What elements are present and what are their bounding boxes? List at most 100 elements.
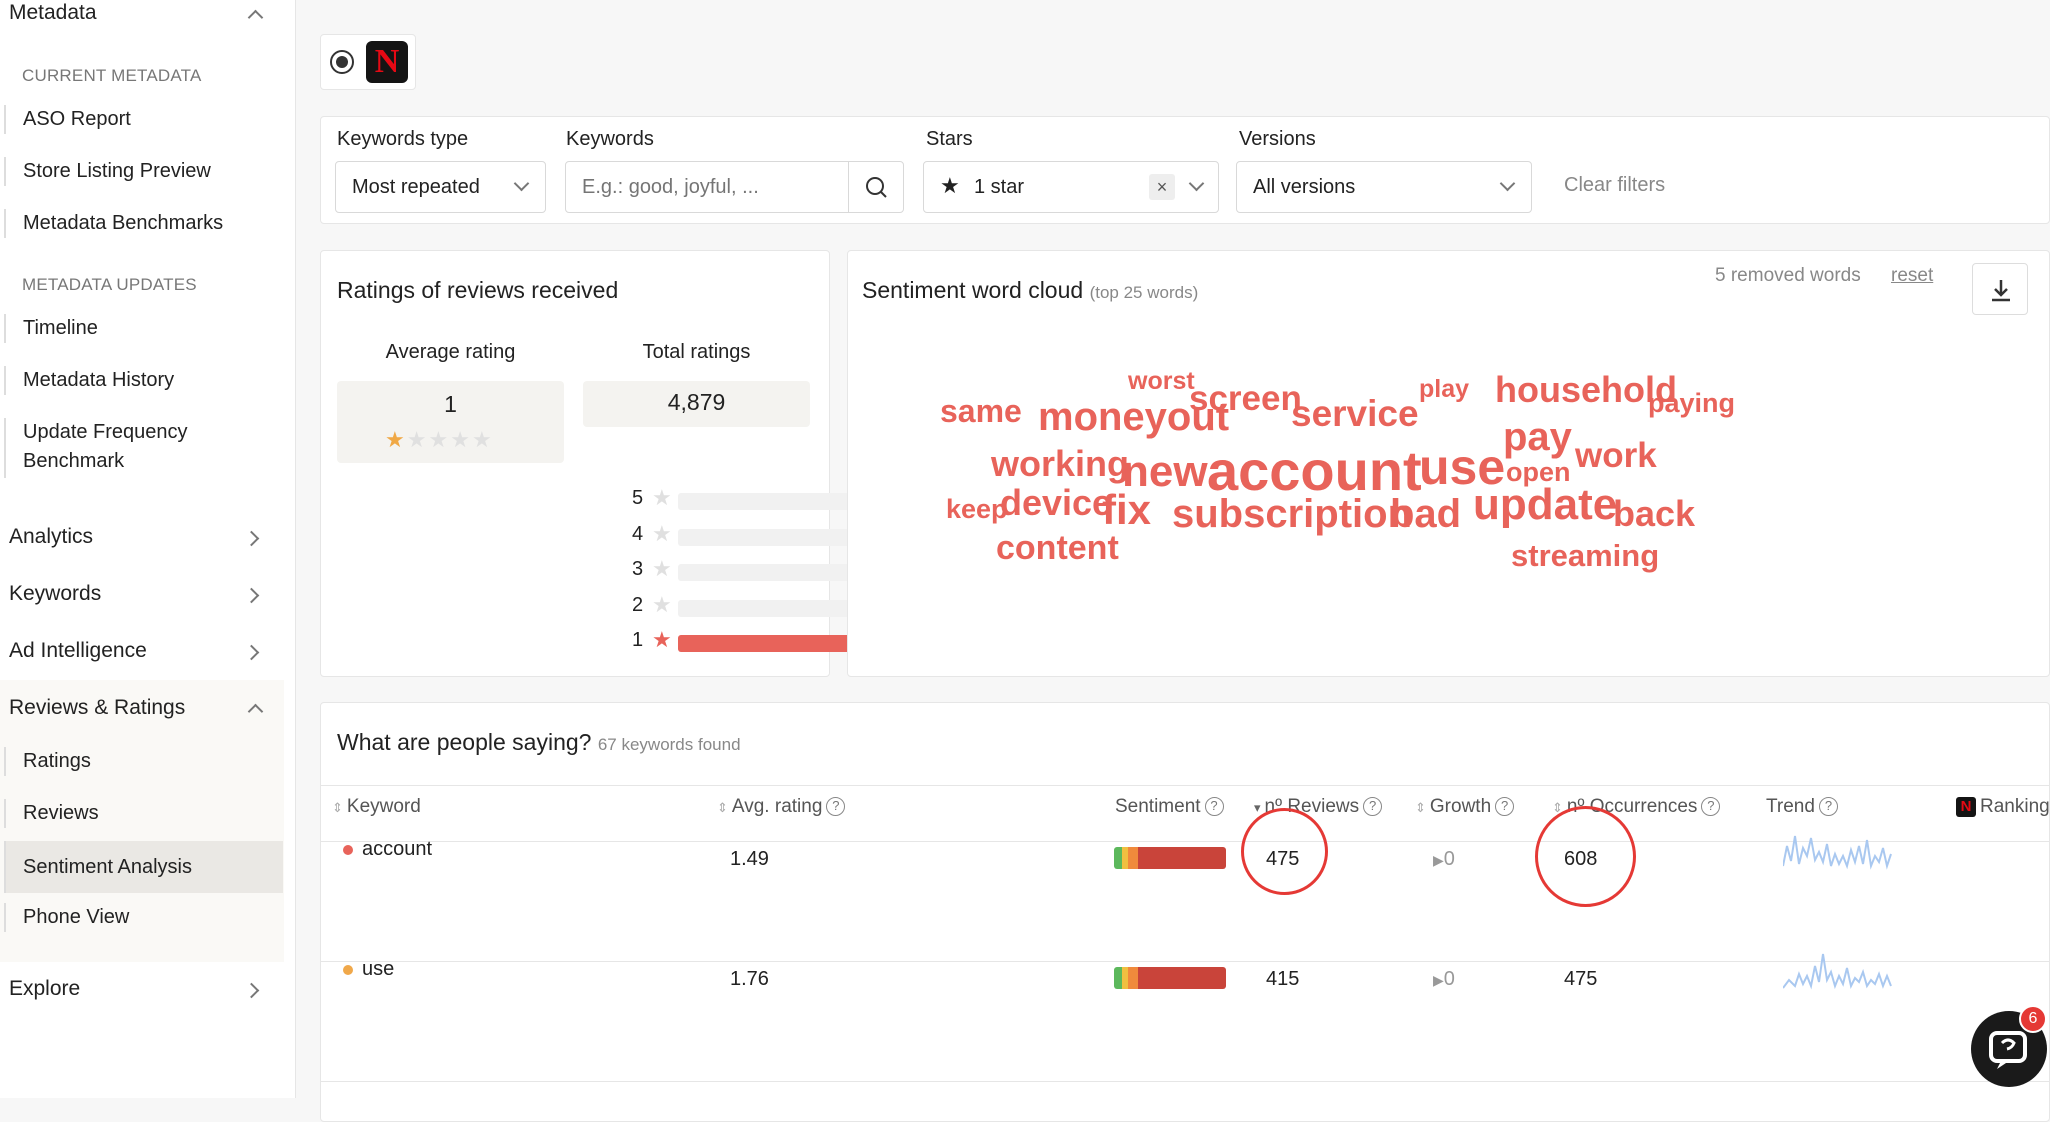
total-ratings-label: Total ratings (642, 341, 751, 363)
ratings-title: Ratings of reviews received (337, 277, 619, 303)
reset-link[interactable]: reset (1891, 265, 1934, 286)
sidebar-item-ratings[interactable]: Ratings (4, 747, 283, 776)
search-button[interactable] (848, 162, 904, 212)
word-moneyout[interactable]: moneyout (1038, 395, 1230, 439)
avg-rating-label: Average rating (385, 341, 516, 363)
help-icon[interactable]: ? (1363, 797, 1383, 817)
keyword-cell[interactable]: use (343, 958, 394, 981)
col-keyword-label: Keyword (346, 796, 421, 817)
col-growth[interactable]: ⇕ Growth? (1415, 796, 1515, 818)
keywords-search (565, 161, 904, 213)
stars-label: Stars (926, 128, 973, 150)
reviews-cell: 415 (1266, 968, 1300, 990)
chevron-right-icon[interactable] (243, 587, 260, 604)
keywords-label: Keywords (566, 128, 654, 150)
chevron-down-icon (1188, 175, 1205, 192)
nav-explore[interactable]: Explore (9, 977, 81, 1000)
main-content: N Keywords type Most repeated Keywords S… (296, 0, 2050, 1122)
sidebar-item-metadata-benchmarks[interactable]: Metadata Benchmarks (4, 209, 283, 238)
word-new[interactable]: new (1122, 447, 1208, 496)
help-icon[interactable]: ? (1818, 797, 1838, 817)
clear-filters-link[interactable]: Clear filters (1564, 174, 1666, 196)
help-icon[interactable]: ? (1495, 797, 1515, 817)
word-bad[interactable]: bad (1390, 492, 1462, 536)
col-ranking-label: Ranking (1980, 796, 2050, 817)
word-play[interactable]: play (1419, 375, 1470, 403)
word-back[interactable]: back (1613, 493, 1696, 534)
word-paying[interactable]: paying (1648, 388, 1736, 418)
total-ratings-box: 4,879 (583, 381, 810, 427)
sidebar-item-aso-report[interactable]: ASO Report (4, 105, 283, 134)
sidebar-item-update-frequency[interactable]: Update Frequency Benchmark (4, 418, 283, 478)
word-screen[interactable]: screen (1189, 379, 1302, 418)
word-device[interactable]: device (1000, 482, 1113, 523)
word-work[interactable]: work (1575, 436, 1657, 475)
nav-metadata[interactable]: Metadata (9, 1, 97, 24)
help-icon[interactable]: ? (826, 797, 846, 817)
keyword-cell[interactable]: account (343, 838, 432, 861)
sidebar-item-timeline[interactable]: Timeline (4, 314, 283, 343)
sidebar-item-metadata-history[interactable]: Metadata History (4, 366, 283, 395)
nav-reviews-ratings[interactable]: Reviews & Ratings (9, 696, 186, 719)
word-streaming[interactable]: streaming (1511, 538, 1660, 573)
word-worst[interactable]: worst (1128, 367, 1195, 395)
wordcloud-card: Sentiment word cloud (top 25 words) 5 re… (847, 250, 2050, 677)
divider (321, 841, 2050, 842)
chevron-right-icon[interactable] (243, 644, 260, 661)
star-icon: ★ (450, 427, 472, 452)
col-sentiment: Sentiment? (1115, 796, 1224, 818)
word-open[interactable]: open (1506, 457, 1571, 487)
help-icon[interactable]: ? (1701, 797, 1721, 817)
avg-rating-stars: ★★★★★ (385, 427, 494, 453)
clear-stars-icon[interactable]: × (1149, 174, 1175, 200)
word-household[interactable]: household (1495, 369, 1677, 410)
word-working[interactable]: working (991, 443, 1130, 484)
chevron-down-icon (513, 175, 530, 192)
stars-select[interactable]: ★ 1 star × (923, 161, 1219, 213)
word-keep[interactable]: keep (946, 494, 1008, 524)
sentiment-bar (1114, 847, 1226, 869)
col-avg-rating[interactable]: ⇕ Avg. rating? (717, 796, 846, 818)
download-button[interactable] (1972, 263, 2028, 315)
word-fix[interactable]: fix (1102, 486, 1152, 533)
word-service[interactable]: service (1291, 393, 1419, 434)
radio-icon[interactable] (330, 50, 354, 74)
nav-keywords[interactable]: Keywords (9, 582, 102, 605)
versions-select[interactable]: All versions (1236, 161, 1532, 213)
col-sentiment-label: Sentiment (1115, 796, 1201, 817)
nav-analytics[interactable]: Analytics (9, 525, 94, 548)
word-update[interactable]: update (1473, 480, 1618, 529)
keywords-type-select[interactable]: Most repeated (335, 161, 546, 213)
sidebar-item-store-listing-preview[interactable]: Store Listing Preview (4, 157, 283, 186)
word-account[interactable]: account (1207, 439, 1422, 502)
section-current-metadata: CURRENT METADATA (22, 66, 202, 85)
reviews-group (0, 680, 284, 962)
keywords-input[interactable] (566, 162, 848, 212)
growth-value: 0 (1443, 968, 1455, 990)
word-pay[interactable]: pay (1503, 415, 1572, 459)
sidebar-item-phone-view[interactable]: Phone View (4, 903, 283, 932)
word-subscription[interactable]: subscription (1172, 492, 1413, 536)
word-use[interactable]: use (1419, 439, 1506, 495)
col-keyword[interactable]: ⇕ Keyword (332, 796, 421, 817)
total-ratings-value: 4,879 (667, 389, 726, 415)
word-content[interactable]: content (996, 529, 1119, 567)
chevron-up-icon[interactable] (247, 9, 264, 26)
word-same[interactable]: same (940, 393, 1022, 429)
sidebar-item-sentiment-analysis[interactable]: Sentiment Analysis (4, 841, 283, 893)
star-icon: ★ (652, 521, 672, 546)
update-frequency-line1: Update Frequency (23, 421, 188, 443)
chevron-right-icon[interactable] (243, 982, 260, 999)
chevron-right-icon[interactable] (243, 530, 260, 547)
sidebar-item-reviews[interactable]: Reviews (4, 799, 283, 828)
col-ranking[interactable]: N Ranking (1956, 796, 2050, 818)
people-header: What are people saying? 67 keywords foun… (337, 729, 741, 756)
chat-button[interactable]: 6 (1971, 1005, 2047, 1087)
col-trend: Trend? (1766, 796, 1838, 818)
help-icon[interactable]: ? (1204, 797, 1224, 817)
growth-cell: ▶0 (1433, 848, 1455, 871)
app-selector[interactable]: N (320, 34, 416, 90)
star-icon: ★ (471, 427, 494, 452)
sentiment-bar (1114, 967, 1226, 989)
nav-ad-intelligence[interactable]: Ad Intelligence (9, 639, 147, 662)
